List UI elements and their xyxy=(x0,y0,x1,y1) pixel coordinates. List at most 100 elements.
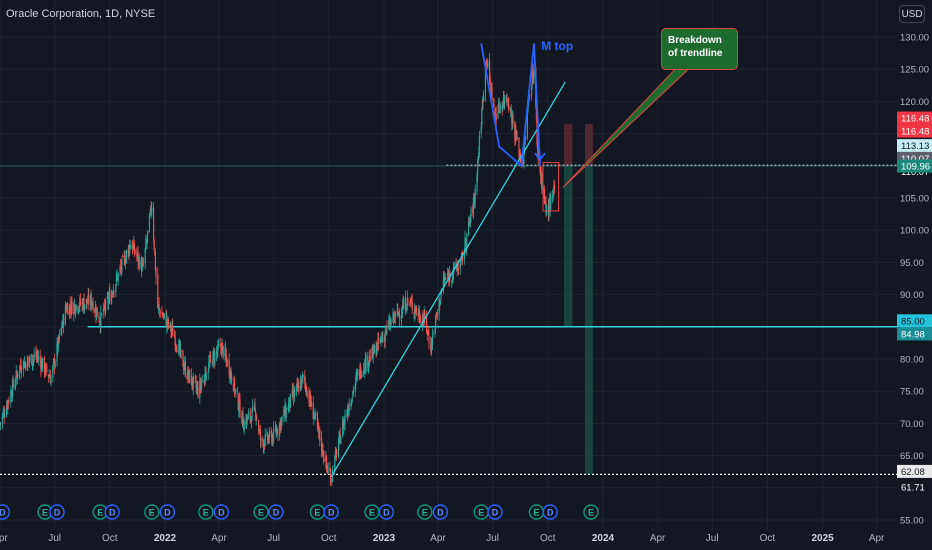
candle-body xyxy=(453,264,455,273)
symbol-title[interactable]: Oracle Corporation, 1D, NYSE xyxy=(6,8,156,20)
candle-body xyxy=(523,154,525,168)
x-tick-label: Jul xyxy=(267,533,280,544)
candle-body xyxy=(453,263,455,267)
candle-body xyxy=(295,384,297,391)
candle-body xyxy=(217,345,219,347)
candle-body xyxy=(98,316,100,322)
candle-body xyxy=(508,105,510,112)
candle-body xyxy=(397,312,399,316)
y-tick-label: 120.00 xyxy=(900,97,929,108)
candle-body xyxy=(65,307,67,309)
candle-body xyxy=(16,375,18,379)
earnings-marker-label: E xyxy=(369,508,375,518)
candle-body xyxy=(226,358,228,367)
price-label: 61.71 xyxy=(897,480,932,494)
candle-body xyxy=(168,319,170,326)
candle-body xyxy=(112,294,114,295)
candle-body xyxy=(422,316,424,322)
price-label-bg xyxy=(897,111,932,125)
candle-body xyxy=(531,72,533,86)
earnings-marker-label: E xyxy=(314,508,320,518)
candle-body xyxy=(318,422,320,432)
price-label: 62.08 xyxy=(897,464,932,478)
x-tick-label: Apr xyxy=(650,533,666,544)
earnings-marker-label: E xyxy=(42,508,48,518)
candle-body xyxy=(153,207,155,240)
candle-body xyxy=(21,372,23,373)
candle-body xyxy=(444,279,446,283)
candle-body xyxy=(56,343,58,362)
candle-body xyxy=(382,336,384,342)
candle-body xyxy=(103,304,105,311)
candle-body xyxy=(159,310,161,316)
candle-body xyxy=(540,174,542,178)
candle-body xyxy=(535,106,537,122)
candle-body xyxy=(183,365,185,370)
candle-body xyxy=(504,95,506,105)
candle-body xyxy=(260,437,262,441)
candle-body xyxy=(281,416,283,421)
dividend-marker-label: D xyxy=(218,508,225,518)
currency-button[interactable]: USD xyxy=(899,5,925,23)
candle-body xyxy=(487,60,489,68)
candle-body xyxy=(1,415,3,424)
candle-body xyxy=(302,374,304,378)
candle-body xyxy=(125,255,127,263)
candle-body xyxy=(179,342,181,353)
candle-body xyxy=(264,445,266,447)
x-tick-label: Jul xyxy=(706,533,719,544)
candle-body xyxy=(280,418,282,426)
candle-body xyxy=(18,372,20,377)
candle-body xyxy=(137,250,139,263)
candle-body xyxy=(322,444,324,457)
candle-body xyxy=(507,102,509,107)
candle-body xyxy=(87,302,89,304)
candle-body xyxy=(477,155,479,162)
candle-body xyxy=(82,301,84,310)
candle-body xyxy=(273,429,275,443)
earnings-marker-label: E xyxy=(203,508,209,518)
candle-body xyxy=(88,295,90,305)
projection-bar xyxy=(585,165,593,475)
candle-body xyxy=(163,313,165,315)
candle-body xyxy=(235,389,237,392)
candle-body xyxy=(73,303,75,306)
annotation-callout[interactable]: Breakdown of trendline xyxy=(661,28,738,70)
candle-body xyxy=(20,364,22,371)
candle-body xyxy=(96,307,98,317)
y-tick-label: 55.00 xyxy=(900,516,924,527)
candle-body xyxy=(340,436,342,445)
candle-body xyxy=(553,184,555,189)
candle-body xyxy=(354,384,356,393)
candle-body xyxy=(440,294,442,299)
price-label-text: 116.48 xyxy=(901,127,929,138)
candle-body xyxy=(256,416,258,419)
candle-body xyxy=(373,345,375,353)
x-tick-label: Apr xyxy=(869,533,885,544)
candle-body xyxy=(424,311,426,319)
candle-body xyxy=(31,363,33,367)
candle-body xyxy=(510,108,512,114)
candle-body xyxy=(222,346,224,358)
earnings-marker-label: E xyxy=(533,508,539,518)
projection-bar xyxy=(564,165,573,327)
x-tick-label: Apr xyxy=(430,533,446,544)
candle-body xyxy=(171,329,173,331)
price-label: 116.48 xyxy=(897,111,932,125)
candle-body xyxy=(506,98,508,101)
candle-body xyxy=(315,413,317,416)
candle-body xyxy=(264,434,266,446)
candle-body xyxy=(550,198,552,203)
candle-body xyxy=(197,387,199,397)
breakdown-box xyxy=(542,162,560,212)
candle-body xyxy=(497,111,499,118)
candle-body xyxy=(209,356,211,364)
candle-body xyxy=(457,267,459,271)
candle-body xyxy=(119,267,121,272)
candle-body xyxy=(163,314,165,316)
dividend-marker xyxy=(104,504,120,520)
candle-body xyxy=(326,464,328,469)
projection-bar xyxy=(564,124,573,166)
candle-body xyxy=(533,68,535,80)
